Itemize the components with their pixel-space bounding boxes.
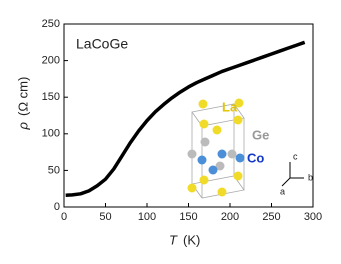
atom-la	[234, 98, 244, 108]
atom-ge	[215, 161, 225, 171]
y-label-symbol: ρ	[15, 121, 30, 130]
y-tick-label: 150	[42, 91, 60, 103]
inset-axis-label: a	[280, 186, 285, 196]
inset-axis-label: c	[293, 151, 298, 161]
x-tick-label: 200	[221, 211, 239, 223]
atom-la	[233, 115, 243, 125]
y-tick-label: 100	[42, 128, 60, 140]
x-tick-label: 100	[138, 211, 156, 223]
atom-la	[233, 171, 243, 181]
inset-element-label: La	[222, 99, 238, 114]
inset-axis-label: b	[308, 172, 313, 182]
atom-co	[235, 153, 245, 163]
x-tick-label: 250	[262, 211, 280, 223]
sample-label: LaCoGe	[76, 36, 128, 52]
atom-co	[208, 165, 218, 175]
atom-la	[217, 187, 227, 197]
arrow-a	[281, 177, 291, 187]
atom-la	[212, 125, 222, 135]
atom-la	[199, 119, 209, 129]
data-line	[65, 40, 306, 198]
x-tick-label: 300	[304, 211, 322, 223]
inset-axes-arrows	[281, 162, 304, 187]
y-tick-label: 0	[54, 201, 60, 213]
atom-ge	[200, 137, 210, 147]
y-tick-label: 200	[42, 55, 60, 67]
y-tick-label: 250	[42, 18, 60, 30]
x-tick-label: 150	[179, 211, 197, 223]
inset-element-label: Co	[247, 150, 264, 165]
y-label-unit: (Ω cm)	[15, 77, 30, 116]
x-tick-label: 50	[99, 211, 111, 223]
inset-element-label: Ge	[252, 127, 269, 142]
atom-la	[187, 183, 197, 193]
atom-la	[198, 99, 208, 109]
atom-la	[199, 175, 209, 185]
atom-co	[217, 149, 227, 159]
atom-co	[197, 155, 207, 165]
atom-ge	[187, 149, 197, 159]
crystal-inset	[187, 98, 245, 199]
x-label-unit: (K)	[183, 232, 200, 247]
y-tick-label: 50	[48, 164, 60, 176]
x-tick-label: 0	[61, 211, 67, 223]
atom-ge	[227, 149, 237, 159]
x-label-symbol: T	[169, 232, 178, 247]
y-label: ρ (Ω cm)	[15, 77, 30, 131]
